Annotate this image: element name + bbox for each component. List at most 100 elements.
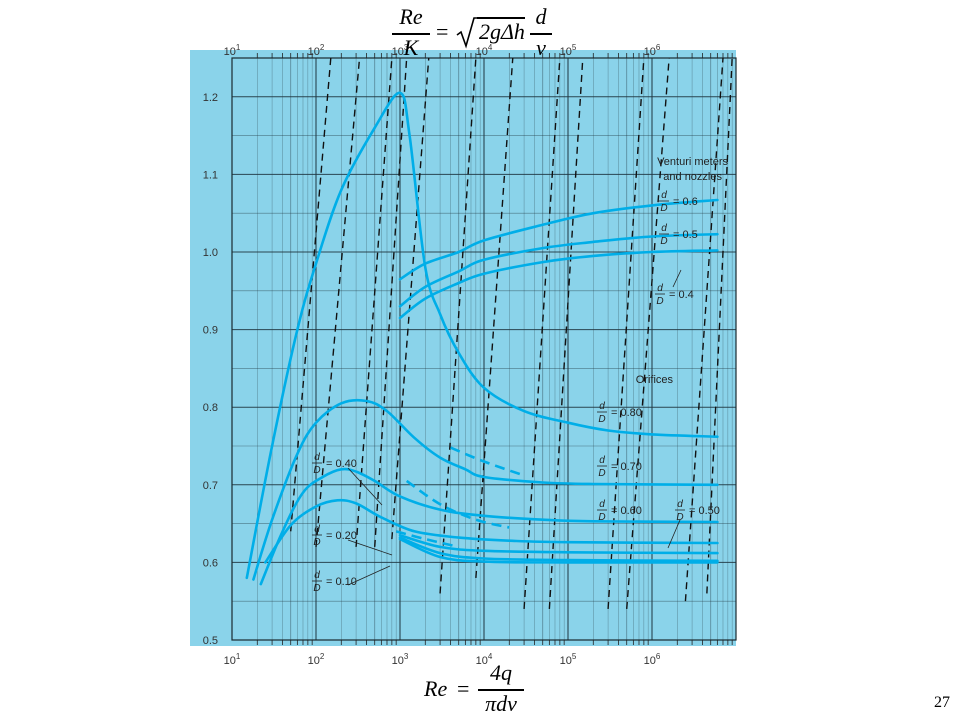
ratio-label-venturi-0-6-numerator: d [661, 190, 667, 201]
ratio-label-orifice-0-80-value: = 0.80 [611, 407, 642, 419]
ratio-label-orifice-0-80-denominator: D [598, 414, 605, 425]
plot-frame [231, 57, 737, 641]
x-tick-label-top: 105 [560, 43, 577, 58]
dashed-guide-line [706, 57, 733, 594]
label-leader-line [347, 539, 393, 556]
slide-number: 27 [934, 694, 950, 711]
ratio-label-orifice-0-10-numerator: d [314, 570, 320, 581]
ratio-label-orifice-0-70-numerator: d [599, 455, 605, 466]
dashed-guide-line [548, 57, 584, 610]
x-tick-label-top: 102 [308, 43, 325, 58]
ratio-label-orifice-0-20-value: = 0.20 [326, 530, 357, 542]
series-line-orifice-0-20 [398, 536, 719, 563]
series-line-orifice-0-80 [245, 91, 719, 580]
y-tick-label: 0.5 [203, 635, 218, 647]
transition-dashed-curve [450, 446, 525, 477]
series-line-venturi-0-6 [398, 198, 719, 281]
ratio-label-orifice-0-50-numerator: d [677, 499, 683, 510]
ratio-label-venturi-0-5-numerator: d [661, 223, 667, 234]
ratio-label-orifice-0-10-value: = 0.10 [326, 576, 357, 588]
x-tick-label-bottom: 106 [644, 652, 661, 667]
label-leader-line [347, 565, 391, 586]
y-tick-label: 1.2 [203, 92, 218, 104]
ratio-label-venturi-0-4-numerator: d [657, 283, 663, 294]
series-line-orifice-0-50 [264, 498, 719, 564]
series-line-venturi-0-4 [398, 249, 719, 320]
ratio-label-orifice-0-80-numerator: d [599, 401, 605, 412]
ratio-label-venturi-0-4-value: = 0.4 [669, 289, 694, 301]
ratio-label-venturi-0-5-denominator: D [660, 236, 667, 247]
sqrt-overbar [477, 17, 525, 19]
dashed-guide-line [355, 57, 393, 547]
y-tick-label: 0.8 [203, 402, 218, 414]
curve-layer [245, 91, 719, 586]
header-equation: Re K = 2gΔh d ν [392, 4, 562, 62]
series-line-orifice-0-70 [252, 398, 719, 581]
y-tick-label: 0.6 [203, 557, 218, 569]
header-lhs-fraction-bar [392, 33, 430, 35]
footer-equation: Re = 4q πdν [424, 660, 534, 720]
header-lhs-denominator: K [403, 35, 419, 60]
footer-fraction-bar [478, 689, 524, 691]
dashed-guide-line [374, 57, 408, 547]
ratio-label-orifice-0-40-numerator: d [314, 452, 320, 463]
footer-denominator: πdν [485, 691, 517, 716]
header-rhs-numerator: d [535, 4, 547, 29]
ratio-label-orifice-0-50-value: = 0.50 [689, 505, 720, 517]
series-line-orifice-0-40 [398, 533, 719, 555]
ratio-label-venturi-0-5-value: = 0.5 [673, 229, 698, 241]
header-rhs-fraction-bar [530, 33, 552, 35]
ratio-label-orifice-0-70-denominator: D [598, 468, 605, 479]
x-tick-label-bottom: 103 [392, 652, 409, 667]
ratio-label-orifice-0-60-value: = 0.60 [611, 505, 642, 517]
header-lhs-numerator: Re [399, 4, 423, 29]
y-tick-label: 0.9 [203, 325, 218, 337]
axis-layer: 101 102 103 104 105 106 101 102 103 104 105 106 0.5 0… [203, 43, 733, 667]
plot-panel [190, 50, 736, 646]
footer-equals: = [457, 676, 470, 701]
ratio-label-orifice-0-20-numerator: d [314, 524, 320, 535]
dashed-guide-line [315, 57, 361, 547]
ratio-label-orifice-0-70-value: = 0.70 [611, 461, 642, 473]
x-tick-label-bottom: 105 [560, 652, 577, 667]
ratio-label-venturi-0-6-denominator: D [660, 203, 667, 214]
ratio-label-orifice-0-20-denominator: D [313, 537, 320, 548]
y-tick-label: 0.7 [203, 480, 218, 492]
x-tick-label-top: 104 [476, 43, 493, 58]
dashed-guide-line [439, 57, 477, 594]
footer-lhs: Re [424, 676, 448, 701]
x-tick-label-bottom: 102 [308, 652, 325, 667]
x-tick-label-top: 101 [224, 43, 241, 58]
ratio-label-orifice-0-40-value: = 0.40 [326, 458, 357, 470]
series-line-orifice-0-10 [398, 537, 719, 564]
ratio-label-venturi-0-6-value: = 0.6 [673, 196, 698, 208]
sqrt-radical-icon [456, 17, 478, 49]
ratio-label-venturi-0-4-denominator: D [656, 296, 663, 307]
ratio-label-orifice-0-10-denominator: D [313, 583, 320, 594]
venturi-title-line1: Venturi meters [657, 156, 728, 168]
header-equals: = [436, 19, 449, 44]
label-leader-line [667, 519, 681, 549]
dashed-guide-line [607, 57, 645, 610]
dashed-guide-line [523, 57, 561, 610]
header-sqrt-argument: 2gΔh [479, 19, 525, 44]
header-rhs-denominator: ν [536, 35, 546, 60]
ratio-label-orifice-0-40-denominator: D [313, 465, 320, 476]
label-leader-line [672, 269, 682, 288]
x-tick-label-bottom: 101 [224, 652, 241, 667]
x-tick-label-top: 106 [644, 43, 661, 58]
ratio-label-orifice-0-60-numerator: d [599, 499, 605, 510]
x-tick-label-top: 103 [392, 43, 409, 58]
y-tick-label: 1.0 [203, 247, 218, 259]
dashed-guide-layer [290, 57, 733, 610]
label-leader-line [347, 467, 383, 506]
venturi-title-line2: and nozzles [663, 171, 722, 183]
orifices-title: Orifices [636, 374, 674, 386]
footer-numerator: 4q [490, 660, 512, 685]
ratio-label-orifice-0-60-denominator: D [598, 512, 605, 523]
x-tick-label-bottom: 104 [476, 652, 493, 667]
ratio-label-orifice-0-50-denominator: D [676, 512, 683, 523]
transition-dashed-curve [405, 479, 510, 529]
